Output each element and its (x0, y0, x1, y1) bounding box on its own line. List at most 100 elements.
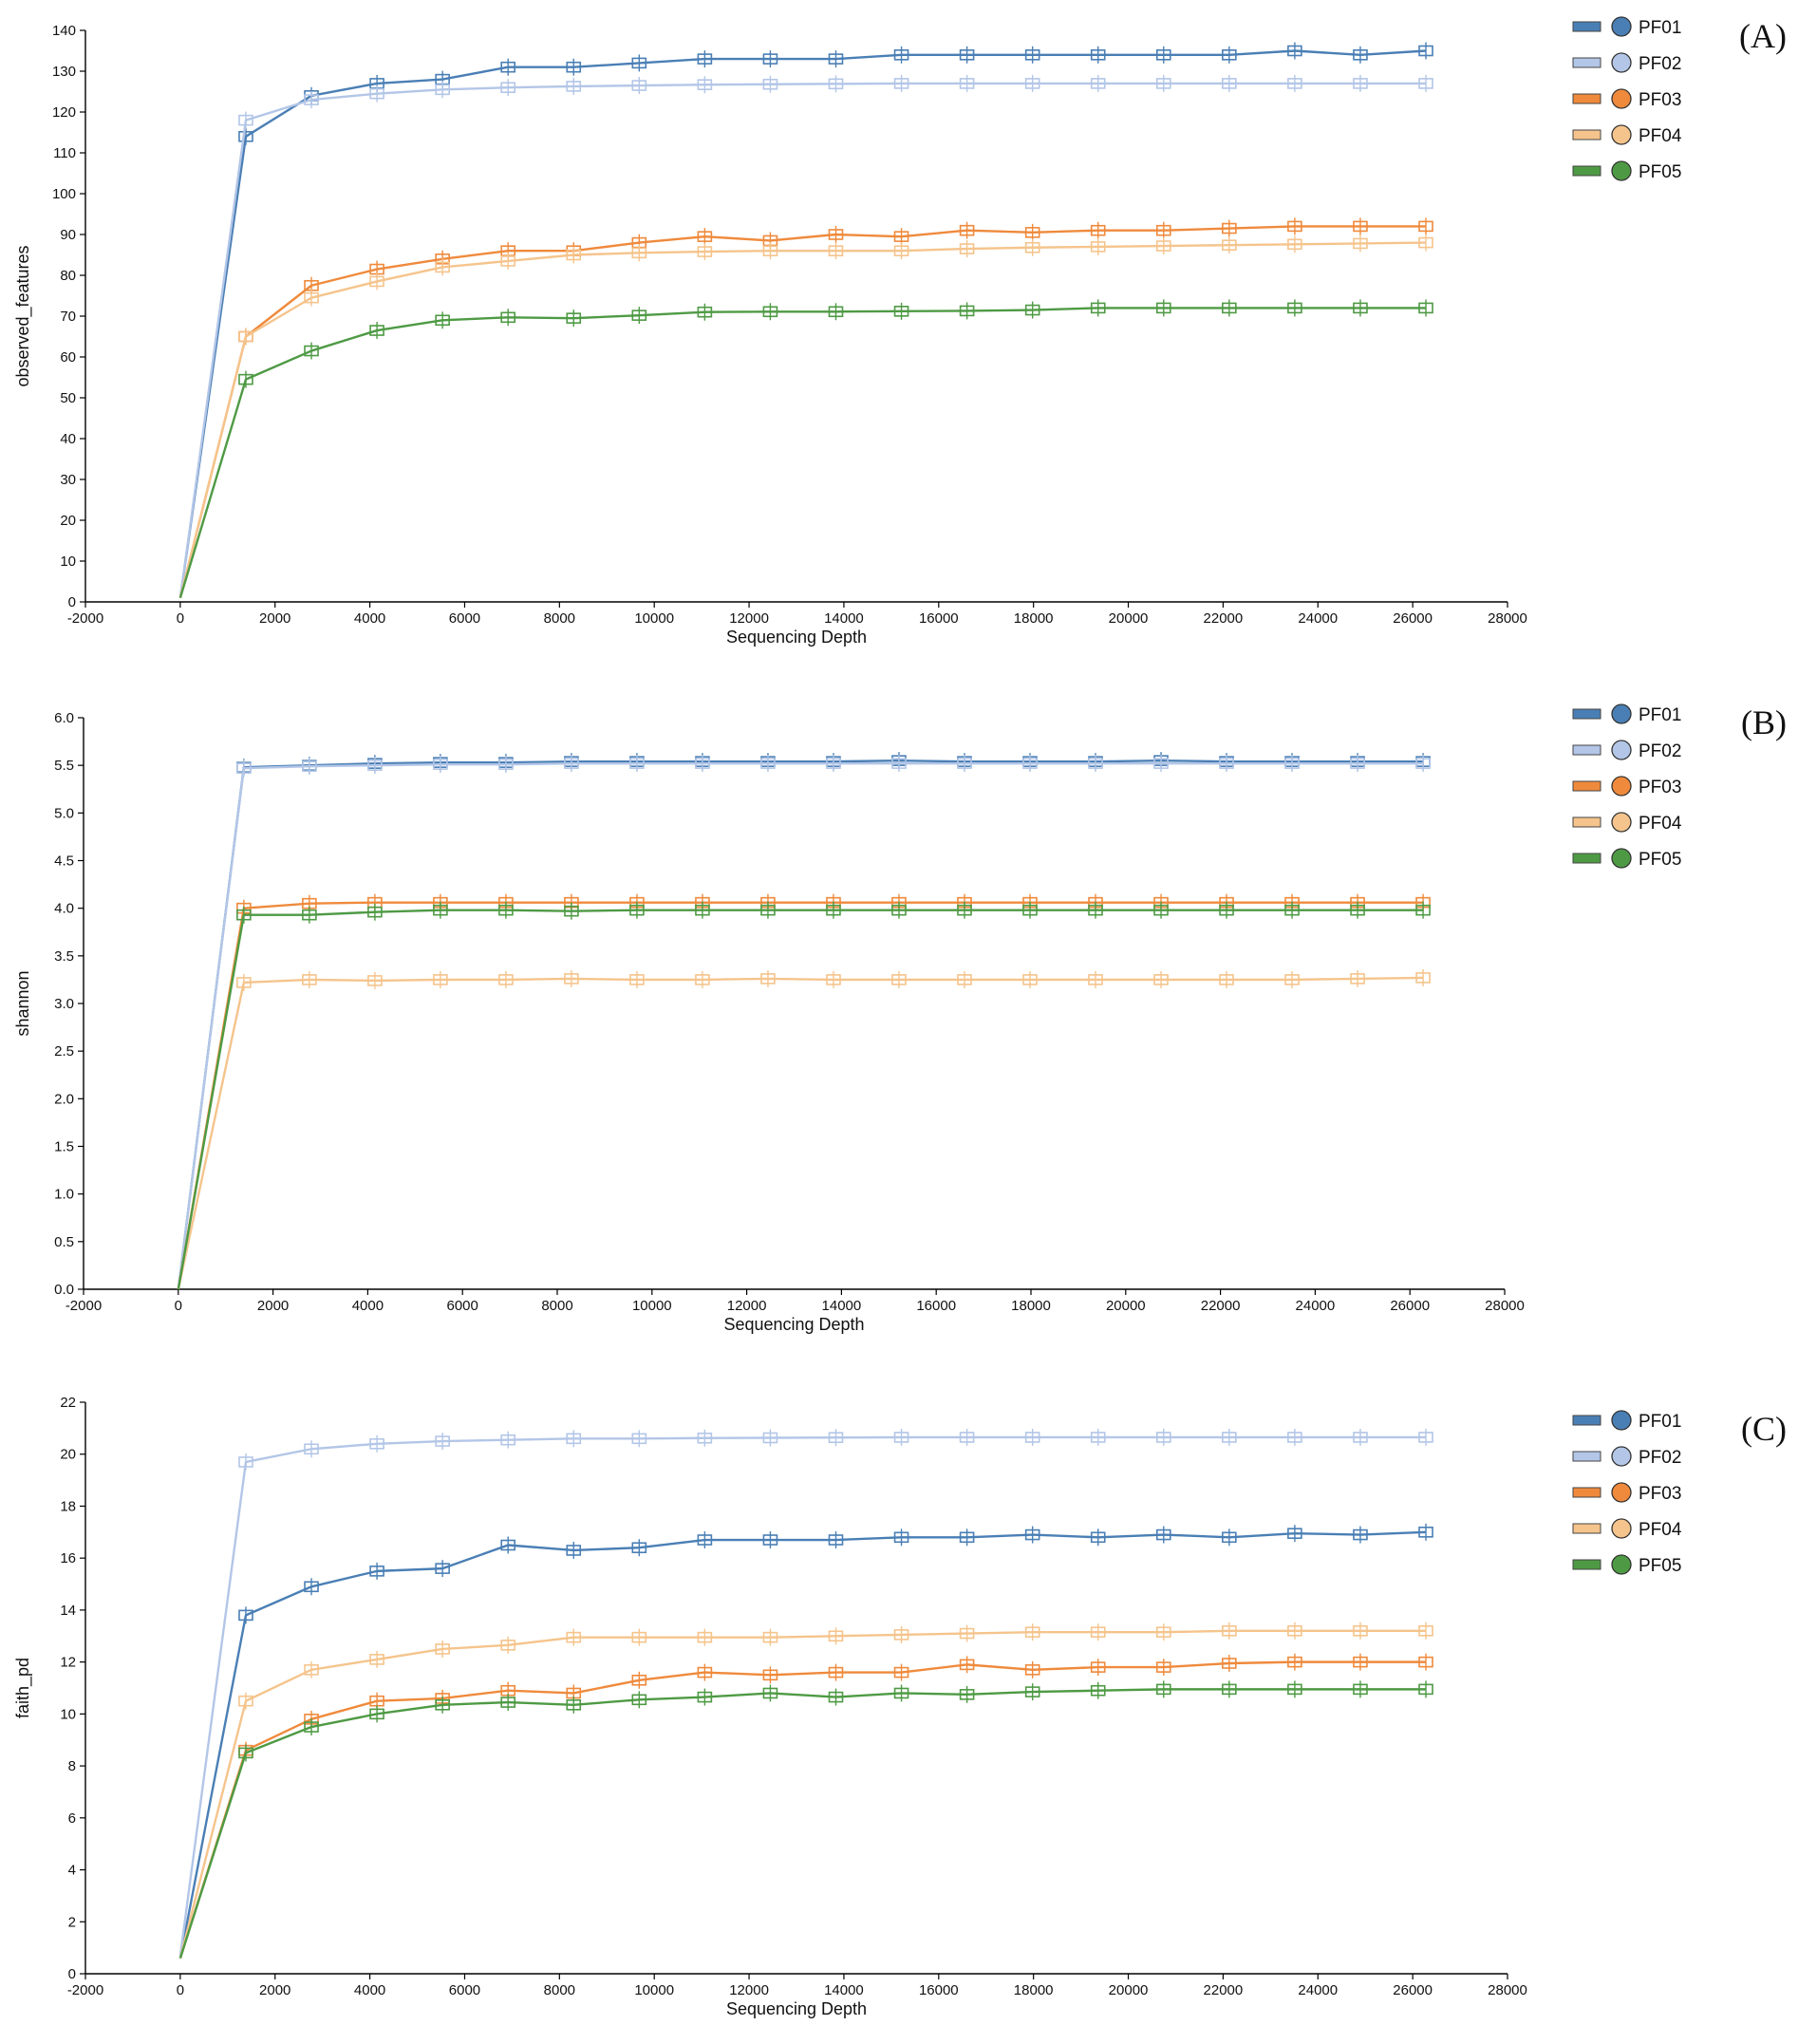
legend-item-pf04[interactable]: PF04 (1572, 1518, 1682, 1540)
legend-item-pf01[interactable]: PF01 (1572, 703, 1681, 725)
data-point-box (762, 306, 778, 318)
data-point-box (1155, 302, 1171, 314)
data-point-box (500, 1434, 516, 1446)
data-point-box (959, 48, 975, 61)
legend-item-pf03[interactable]: PF03 (1572, 1482, 1681, 1504)
data-point-box (304, 1443, 319, 1455)
y-tick-label: 130 (52, 64, 76, 80)
legend-label: PF04 (1639, 1520, 1682, 1540)
data-point-box (500, 255, 516, 267)
x-tick-label: 16000 (919, 1982, 959, 1998)
x-tick-label: 14000 (824, 1982, 864, 1998)
x-tick-label: 4000 (354, 610, 385, 627)
data-point-box (564, 758, 579, 769)
data-point-box (1222, 48, 1237, 61)
legend-item-pf01[interactable]: PF01 (1572, 16, 1681, 38)
y-tick-label: 4.0 (54, 901, 74, 917)
legend-item-pf04[interactable]: PF04 (1572, 124, 1682, 146)
data-point-box (631, 1433, 647, 1445)
x-tick-label: 2000 (259, 1982, 290, 1998)
x-axis-title: Sequencing Depth (723, 1315, 864, 1334)
data-point-box (500, 1697, 516, 1708)
x-tick-label: 8000 (544, 1982, 575, 1998)
data-point-box (1418, 1432, 1433, 1443)
data-point-box (1353, 237, 1368, 250)
legend-label: PF05 (1639, 162, 1681, 182)
data-point-box (369, 1566, 384, 1577)
y-tick-label: 1.0 (54, 1187, 74, 1203)
legend-circle-marker-icon (1611, 812, 1632, 833)
data-point-box (1287, 1432, 1302, 1443)
x-tick-label: 6000 (449, 610, 480, 627)
data-point-box (566, 1545, 582, 1556)
data-point-box (631, 57, 647, 69)
data-point-box (697, 53, 713, 65)
data-point-box (893, 48, 909, 61)
y-tick-label: 22 (60, 1395, 76, 1411)
legend-item-pf04[interactable]: PF04 (1572, 812, 1682, 834)
x-tick-label: -2000 (67, 610, 103, 627)
data-point-box (893, 231, 909, 242)
data-point-box (1418, 236, 1433, 249)
legend-item-pf05[interactable]: PF05 (1572, 160, 1681, 182)
data-point-box (1287, 1656, 1302, 1668)
data-point-box (631, 1631, 647, 1643)
legend-line-swatch-icon (1572, 165, 1601, 177)
series-line-pf05 (177, 909, 1424, 1290)
data-point-box (1418, 78, 1433, 89)
data-point-box (433, 974, 448, 985)
legend-item-pf05[interactable]: PF05 (1572, 1554, 1681, 1576)
data-point-box (762, 53, 778, 65)
data-point-box (238, 1456, 253, 1468)
data-point-box (498, 904, 514, 916)
legend-item-pf03[interactable]: PF03 (1572, 776, 1681, 797)
legend-item-pf01[interactable]: PF01 (1572, 1410, 1681, 1432)
data-point-box (1090, 48, 1106, 61)
data-point-box (697, 246, 713, 257)
data-point-box (500, 1640, 516, 1651)
y-tick-label: 2.0 (54, 1091, 74, 1107)
data-point-box (697, 1631, 713, 1643)
data-point-box (697, 79, 713, 90)
x-tick-label: 28000 (1488, 1982, 1527, 1998)
data-point-box (893, 1687, 909, 1699)
legend-circle-marker-icon (1611, 740, 1632, 760)
x-tick-label: 10000 (634, 610, 674, 627)
data-point-box (1155, 1661, 1171, 1673)
data-point-box (1219, 974, 1234, 985)
data-point-box (631, 1674, 647, 1686)
y-tick-label: 20 (60, 513, 76, 529)
data-point-box (828, 1691, 844, 1703)
data-point-box (500, 82, 516, 93)
data-point-box (697, 1666, 713, 1678)
data-point-box (369, 1437, 384, 1450)
data-point-box (1353, 78, 1368, 89)
legend-item-pf02[interactable]: PF02 (1572, 740, 1681, 761)
data-point-box (1350, 973, 1365, 984)
legend-item-pf02[interactable]: PF02 (1572, 1446, 1681, 1468)
data-point-box (500, 311, 516, 324)
data-point-box (1155, 240, 1171, 252)
legend-item-pf03[interactable]: PF03 (1572, 88, 1681, 110)
data-point-box (435, 1643, 450, 1655)
data-point-box (762, 1432, 778, 1444)
y-tick-label: 90 (60, 227, 76, 243)
series-line-pf04 (178, 1629, 1427, 1959)
x-tick-label: 16000 (916, 1298, 956, 1314)
x-tick-label: 26000 (1393, 1982, 1433, 1998)
data-point-box (1024, 48, 1040, 61)
y-axis-title: faith_pd (13, 1658, 33, 1718)
data-point-box (433, 904, 448, 916)
data-point-box (1155, 1432, 1171, 1443)
data-point-box (1024, 1686, 1040, 1697)
legend-label: PF01 (1639, 18, 1681, 38)
legend-line-swatch-icon (1572, 1415, 1601, 1426)
legend-item-pf05[interactable]: PF05 (1572, 848, 1681, 870)
data-point-box (1353, 1683, 1368, 1696)
legend-item-pf02[interactable]: PF02 (1572, 52, 1681, 74)
y-tick-label: 12 (60, 1655, 76, 1671)
legend-circle-marker-icon (1611, 1446, 1632, 1467)
data-point-box (369, 1708, 384, 1720)
data-point-box (631, 1542, 647, 1554)
y-axis-title: observed_features (13, 245, 33, 386)
